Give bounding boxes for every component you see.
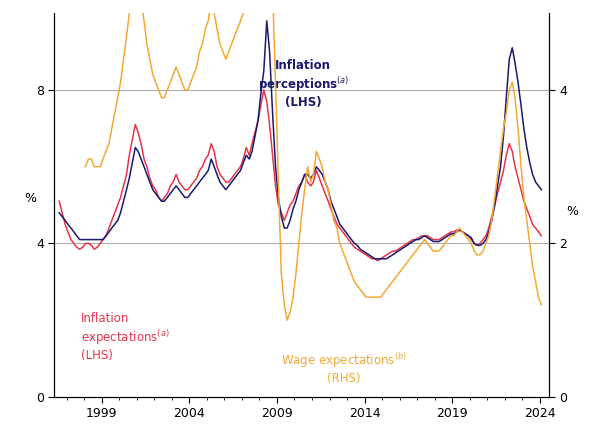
Text: Inflation
expectations$^{(a)}$
(LHS): Inflation expectations$^{(a)}$ (LHS) <box>81 313 169 362</box>
Y-axis label: %: % <box>567 205 579 218</box>
Y-axis label: %: % <box>24 192 36 205</box>
Text: Wage expectations$^{(b)}$
(RHS): Wage expectations$^{(b)}$ (RHS) <box>280 351 406 385</box>
Text: Inflation
perceptions$^{(a)}$
(LHS): Inflation perceptions$^{(a)}$ (LHS) <box>257 59 349 109</box>
